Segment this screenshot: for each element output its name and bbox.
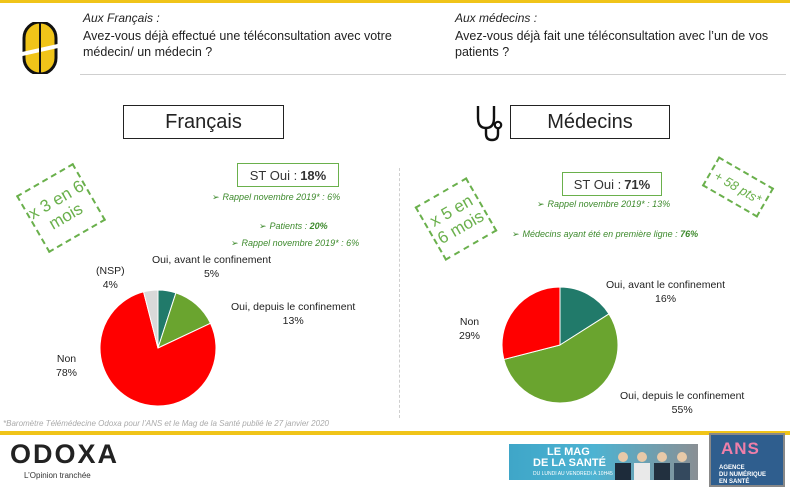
pie-slice-3: [142, 289, 159, 349]
growth-stamp-francais: x 3 en 6 mois: [15, 162, 107, 254]
note-rappel-francais: ➢ Rappel novembre 2019* : 6%: [212, 192, 341, 202]
mag-sante-logo: LE MAG DE LA SANTÉ DU LUNDI AU VENDREDI …: [509, 444, 698, 480]
question-medecins: Aux médecins : Avez-vous déjà fait une t…: [455, 10, 780, 60]
pie-label-depuis-medecins: Oui, depuis le confinement 55%: [620, 390, 745, 416]
pie-label-avant-francais: Oui, avant le confinement 5%: [152, 254, 272, 280]
subtotal-value: 18%: [300, 167, 327, 183]
panel-divider: [399, 168, 400, 418]
points-stamp-medecins: + 58 pts*: [701, 156, 775, 218]
subtotal-oui-francais: ST Oui :18%: [237, 163, 339, 187]
question-audience-label: Aux médecins :: [455, 11, 538, 25]
growth-stamp-medecins: x 5 en 6 mois: [414, 177, 498, 261]
question-francais: Aux Français : Avez-vous déjà effectué u…: [83, 10, 418, 60]
header-divider: [80, 74, 786, 75]
presenters-photo-icon: [615, 452, 690, 480]
question-audience-label: Aux Français :: [83, 11, 160, 25]
pie-label-avant-medecins: Oui, avant le confinement 16%: [606, 279, 726, 305]
odoxa-logo: ODOXA L’Opinion tranchée: [10, 440, 119, 480]
pie-label-non-medecins: Non 29%: [459, 316, 481, 342]
stethoscope-icon: [476, 106, 503, 142]
source-footnote: *Baromètre Télémédecine Odoxa pour l’ANS…: [3, 419, 329, 428]
pie-slice-1: [503, 313, 619, 404]
ans-logo-mark: ANS: [721, 439, 760, 458]
bottom-accent-bar: [0, 431, 790, 435]
ans-logo: ANS AGENCE DU NUMÉRIQUE EN SANTÉ: [709, 433, 785, 487]
pie-slice-0: [559, 286, 610, 346]
arrow-icon: ➢: [212, 192, 220, 202]
panel-title-francais: Français: [123, 105, 284, 139]
subtotal-label: ST Oui :: [573, 176, 622, 192]
arrow-icon: ➢: [259, 221, 267, 231]
logo-wordmark: ODOXA: [10, 439, 120, 469]
pie-label-depuis-francais: Oui, depuis le confinement 13%: [231, 301, 356, 327]
pie-slice-2: [99, 291, 217, 407]
pie-chart-francais: [99, 289, 217, 407]
odoxa-question-icon: [22, 22, 58, 74]
arrow-icon: ➢: [512, 229, 520, 239]
pie-label-non-francais: Non 78%: [56, 353, 78, 379]
subtotal-oui-medecins: ST Oui :71%: [562, 172, 662, 196]
question-text: Avez-vous déjà effectué une téléconsulta…: [83, 29, 392, 59]
pie-slice-2: [501, 286, 561, 361]
question-text: Avez-vous déjà fait une téléconsultation…: [455, 29, 769, 59]
subtotal-value: 71%: [624, 176, 651, 192]
subtotal-label: ST Oui :: [249, 167, 298, 183]
arrow-icon: ➢: [231, 238, 239, 248]
note-premiere-ligne: ➢ Médecins ayant été en première ligne : …: [512, 229, 699, 239]
note-rappel-medecins: ➢ Rappel novembre 2019* : 13%: [537, 199, 671, 209]
pie-label-nsp: (NSP) 4%: [96, 265, 125, 291]
note-rappel-patients: ➢ Rappel novembre 2019* : 6%: [231, 238, 360, 248]
arrow-icon: ➢: [537, 199, 545, 209]
pie-chart-medecins: [501, 286, 619, 404]
top-accent-bar: [0, 0, 790, 3]
panel-title-medecins: Médecins: [510, 105, 670, 139]
logo-tagline: L’Opinion tranchée: [24, 471, 91, 480]
note-patients: ➢ Patients : 20%: [259, 221, 328, 231]
